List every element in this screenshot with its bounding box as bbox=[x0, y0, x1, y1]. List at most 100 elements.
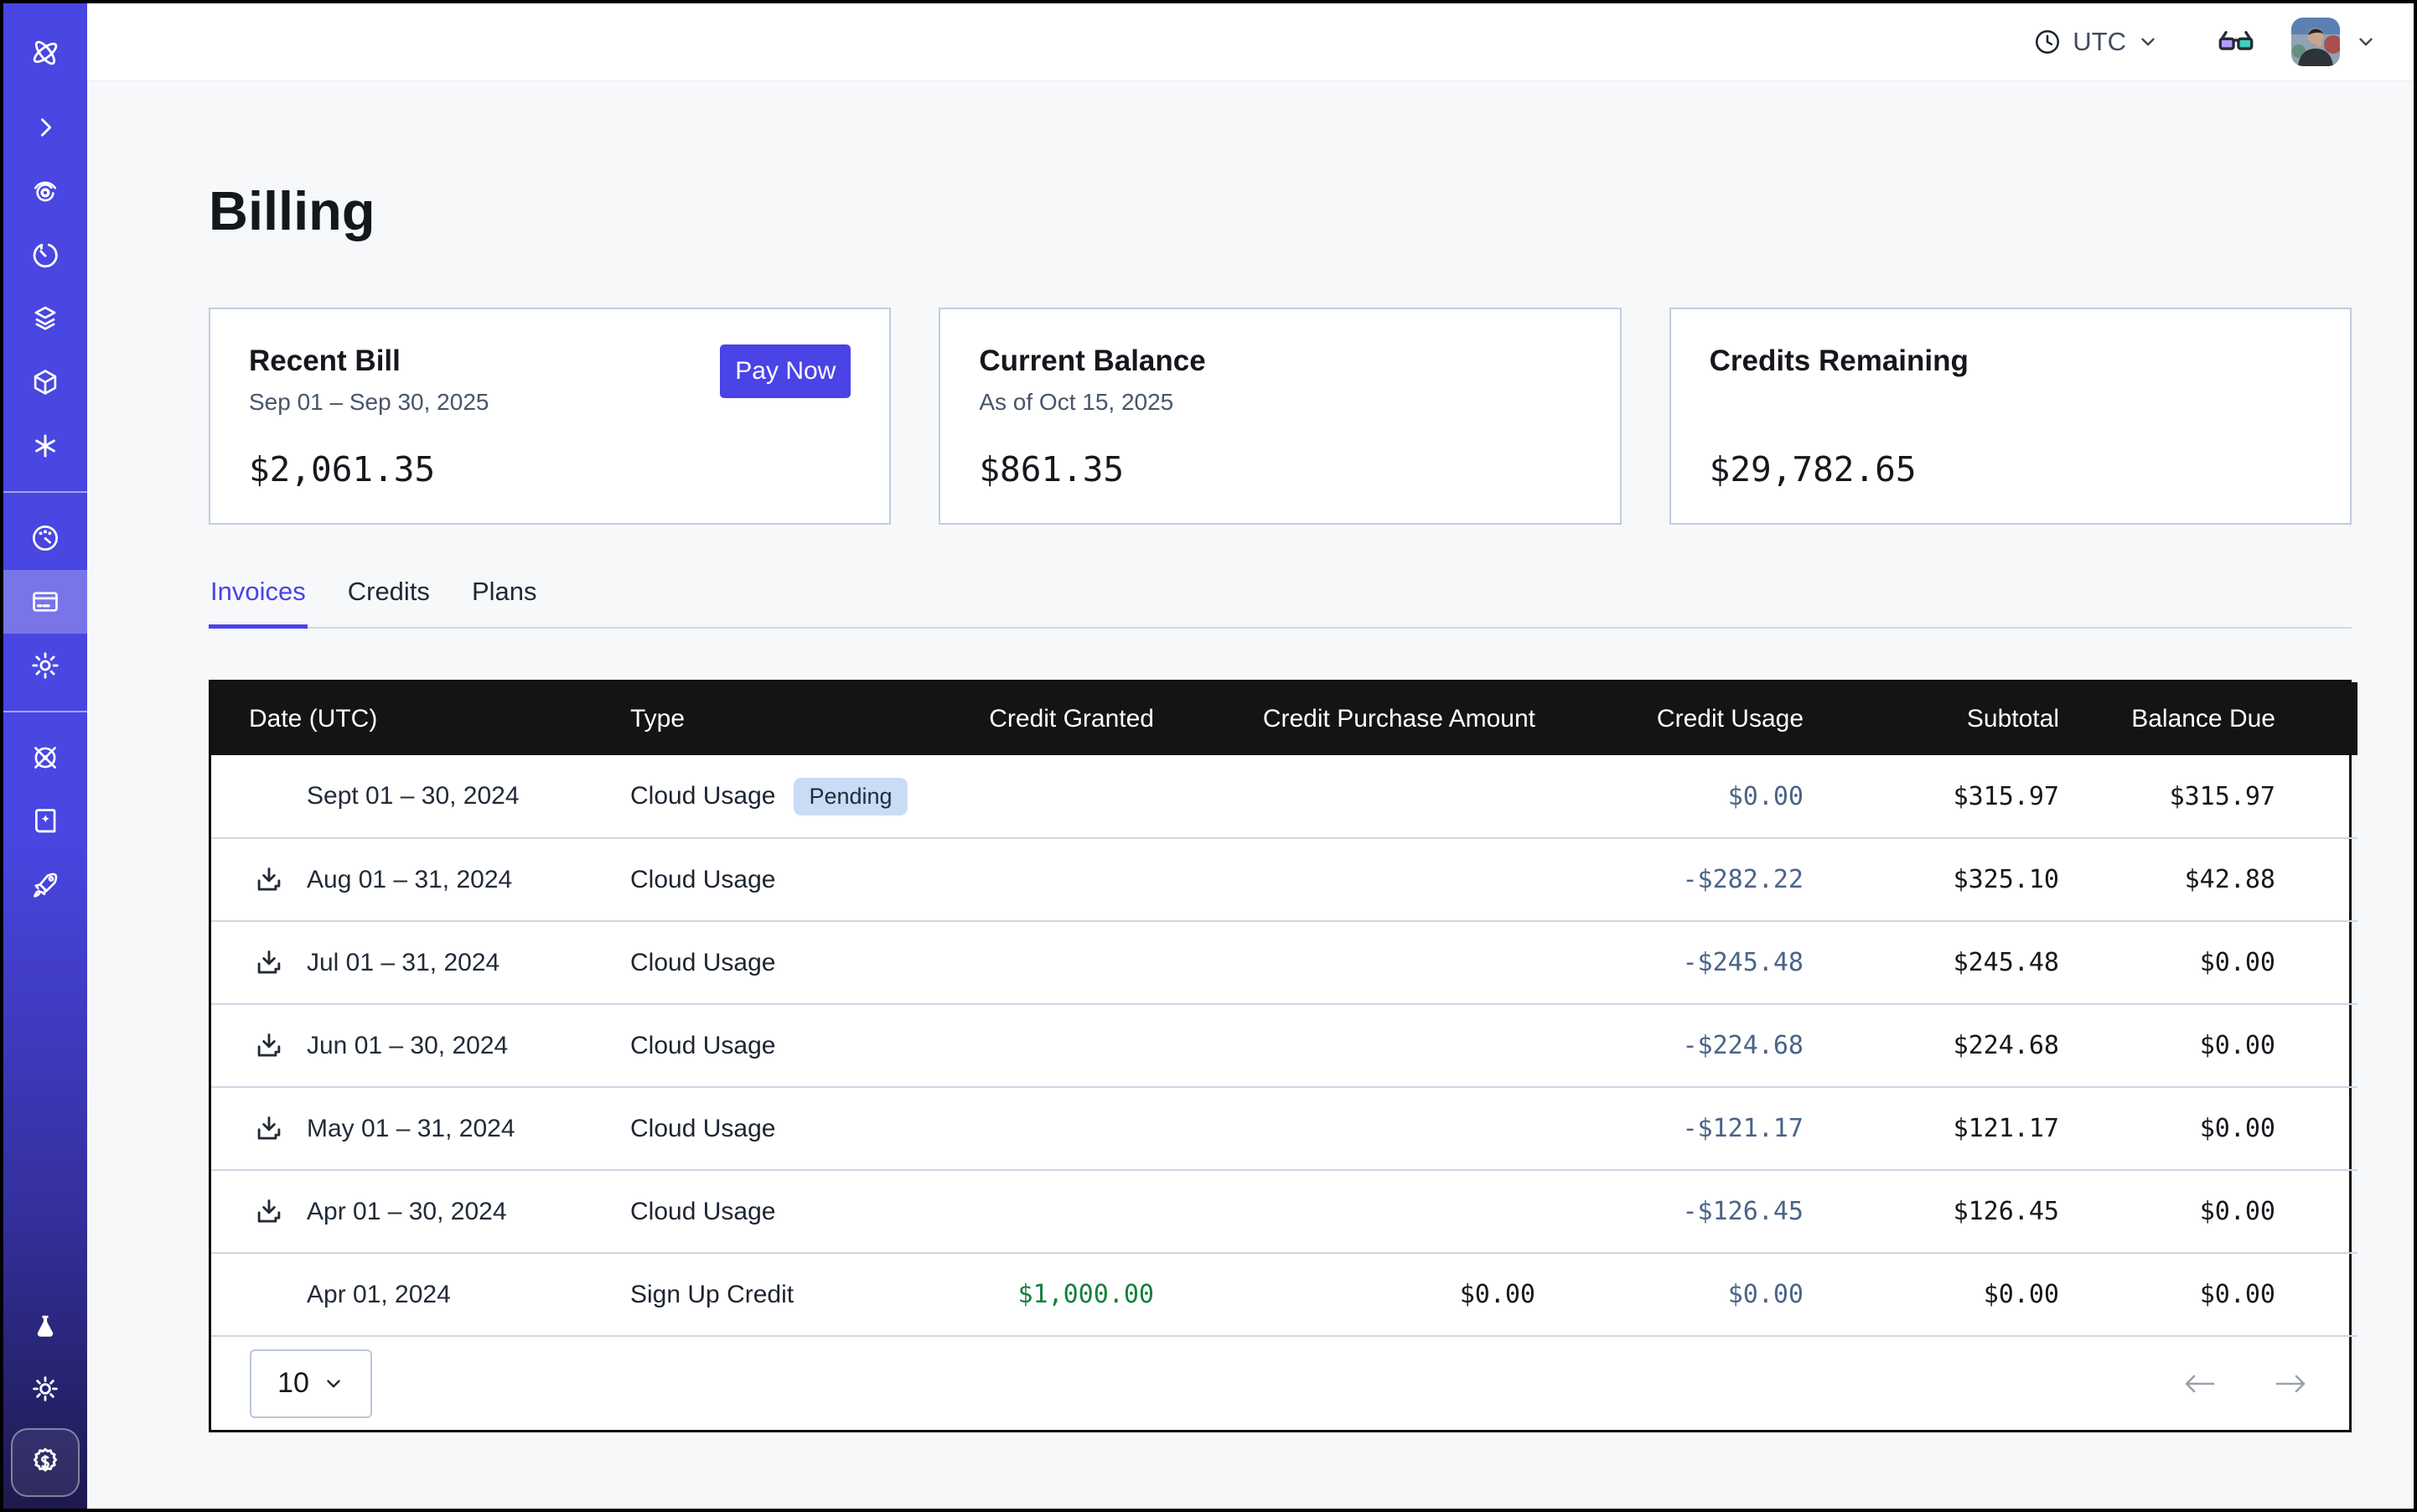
next-page-button[interactable] bbox=[2272, 1371, 2311, 1396]
credit-purchase-value: $0.00 bbox=[1204, 1253, 1586, 1337]
invoice-row: Jul 01 – 31, 2024 Cloud Usage -$245.48 $245… bbox=[211, 921, 2357, 1005]
card-amount: $861.35 bbox=[979, 449, 1125, 489]
pager bbox=[2180, 1371, 2311, 1396]
sidebar-item-cube[interactable] bbox=[3, 350, 87, 414]
sidebar-item-timer[interactable] bbox=[3, 223, 87, 287]
sidebar-item-asterisk[interactable] bbox=[3, 414, 87, 478]
sidebar-item-observe[interactable] bbox=[3, 159, 87, 223]
invoice-date: Apr 01, 2024 bbox=[211, 1281, 630, 1309]
credit-granted-value bbox=[953, 755, 1204, 839]
subtotal-value: $0.00 bbox=[1854, 1253, 2109, 1337]
download-invoice-button[interactable] bbox=[253, 1113, 307, 1145]
sidebar-item-billing[interactable] bbox=[3, 570, 87, 634]
gear-icon bbox=[32, 652, 59, 679]
invoice-date-text: Sept 01 – 30, 2024 bbox=[307, 782, 520, 810]
billing-tabs: Invoices Credits Plans bbox=[209, 577, 2352, 629]
chevron-down-icon bbox=[327, 1380, 340, 1387]
invoice-type: Cloud Usage bbox=[630, 949, 953, 977]
column-header-credit-granted: Credit Granted bbox=[953, 682, 1204, 755]
download-invoice-button[interactable] bbox=[253, 864, 307, 896]
invoice-type: Cloud Usage bbox=[630, 866, 953, 894]
helm-wheel-icon bbox=[34, 747, 56, 769]
sidebar-item-settings[interactable] bbox=[3, 634, 87, 697]
subtotal-value: $245.48 bbox=[1854, 921, 2109, 1005]
subtotal-value: $325.10 bbox=[1854, 838, 2109, 922]
invoice-date-text: Aug 01 – 31, 2024 bbox=[307, 865, 513, 893]
page-size-value: 10 bbox=[277, 1367, 309, 1399]
balance-due-value: $315.97 bbox=[2109, 755, 2357, 839]
timezone-selector[interactable]: UTC bbox=[2033, 27, 2159, 57]
invoice-date: Aug 01 – 31, 2024 bbox=[211, 864, 630, 896]
card-amount: $29,782.65 bbox=[1709, 449, 1917, 489]
invoice-type: Cloud Usage bbox=[630, 1198, 953, 1226]
credits-remaining-card: Credits Remaining $29,782.65 bbox=[1669, 308, 2352, 525]
previous-page-button[interactable] bbox=[2180, 1371, 2218, 1396]
credit-granted-value bbox=[953, 1087, 1204, 1171]
download-icon bbox=[257, 867, 281, 891]
sidebar-item-labs[interactable] bbox=[3, 1296, 87, 1358]
download-icon bbox=[257, 1199, 281, 1223]
sidebar-item-launch[interactable] bbox=[3, 853, 87, 917]
pagination-bar: 10 bbox=[211, 1337, 2349, 1430]
invoice-date: May 01 – 31, 2024 bbox=[211, 1113, 630, 1145]
download-invoice-button[interactable] bbox=[253, 1030, 307, 1062]
balance-due-value: $0.00 bbox=[2109, 1004, 2357, 1088]
card-amount: $2,061.35 bbox=[249, 449, 436, 489]
credit-granted-value: $1,000.00 bbox=[953, 1253, 1204, 1337]
credit-purchase-value bbox=[1204, 1087, 1586, 1171]
sidebar-item-layers[interactable] bbox=[3, 287, 87, 350]
credit-granted-value bbox=[953, 838, 1204, 922]
tab-invoices[interactable]: Invoices bbox=[209, 577, 308, 629]
sidebar-item-theme[interactable] bbox=[3, 1358, 87, 1420]
sidebar-divider bbox=[3, 491, 87, 493]
invoice-type-text: Cloud Usage bbox=[630, 1197, 776, 1225]
invoice-date-text: May 01 – 31, 2024 bbox=[307, 1114, 515, 1142]
card-subtitle: Sep 01 – Sep 30, 2025 bbox=[249, 389, 489, 415]
user-menu[interactable] bbox=[2355, 31, 2377, 53]
credit-purchase-value bbox=[1204, 1170, 1586, 1254]
invoice-row: Apr 01 – 30, 2024 Cloud Usage -$126.45 $126… bbox=[211, 1170, 2357, 1254]
balance-due-value: $42.88 bbox=[2109, 838, 2357, 922]
pay-now-button[interactable]: Pay Now bbox=[720, 344, 851, 398]
invoice-type-text: Cloud Usage bbox=[630, 1114, 776, 1142]
sidebar-item-helm[interactable] bbox=[3, 726, 87, 790]
credit-purchase-value bbox=[1204, 1004, 1586, 1088]
download-invoice-button[interactable] bbox=[253, 947, 307, 979]
column-header-credit-purchase: Credit Purchase Amount bbox=[1204, 682, 1586, 755]
invoices-table: Date (UTC) Type Credit Granted Credit Pu… bbox=[209, 680, 2357, 1432]
gauge-icon bbox=[33, 526, 58, 551]
avatar[interactable] bbox=[2291, 18, 2340, 66]
sun-icon bbox=[33, 1376, 58, 1401]
sidebar-divider bbox=[3, 711, 87, 712]
sidebar-item-expand[interactable] bbox=[3, 96, 87, 159]
topbar: UTC bbox=[87, 3, 2414, 81]
credit-usage-value: -$245.48 bbox=[1586, 921, 1854, 1005]
invoice-row: Sept 01 – 30, 2024 Cloud Usage Pending $0.0… bbox=[211, 755, 2357, 839]
card-subtitle: As of Oct 15, 2025 bbox=[979, 389, 1174, 415]
timezone-label: UTC bbox=[2073, 27, 2126, 56]
flask-icon bbox=[37, 1315, 54, 1337]
dollar-seal-icon bbox=[33, 1447, 58, 1473]
sidebar-item-docs[interactable] bbox=[3, 790, 87, 853]
balance-due-value: $0.00 bbox=[2109, 1170, 2357, 1254]
logo bbox=[3, 3, 87, 96]
invoice-date-text: Jul 01 – 31, 2024 bbox=[307, 948, 500, 976]
sidebar-item-credits[interactable] bbox=[11, 1428, 80, 1497]
invoice-date: Apr 01 – 30, 2024 bbox=[211, 1196, 630, 1228]
avatar-photo bbox=[2291, 18, 2340, 66]
tab-plans[interactable]: Plans bbox=[471, 577, 537, 606]
recent-bill-card: Recent Bill Sep 01 – Sep 30, 2025 $2,061… bbox=[209, 308, 892, 525]
invoice-type: Cloud Usage Pending bbox=[630, 777, 953, 816]
credit-usage-value: -$126.45 bbox=[1586, 1170, 1854, 1254]
layers-icon bbox=[34, 306, 56, 330]
glasses-toggle[interactable] bbox=[2218, 23, 2254, 60]
timer-icon bbox=[33, 243, 58, 268]
credit-granted-value bbox=[953, 921, 1204, 1005]
invoice-date-text: Jun 01 – 30, 2024 bbox=[307, 1031, 509, 1059]
download-invoice-button[interactable] bbox=[253, 1196, 307, 1228]
page-size-select[interactable]: 10 bbox=[250, 1349, 372, 1418]
credit-usage-value: -$224.68 bbox=[1586, 1004, 1854, 1088]
tab-credits[interactable]: Credits bbox=[347, 577, 430, 606]
sidebar-item-dashboard[interactable] bbox=[3, 506, 87, 570]
